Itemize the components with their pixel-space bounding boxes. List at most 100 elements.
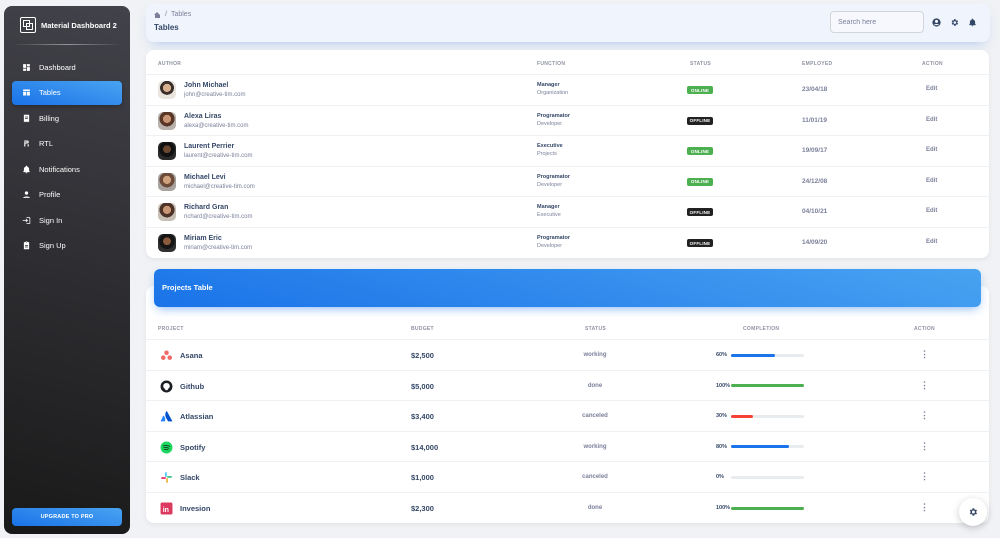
table-row: Atlassian $3,400 canceled 30% ⋮ <box>146 400 989 431</box>
completion-percent: 100% <box>716 382 731 389</box>
function-title: Programator <box>537 173 571 180</box>
project-name: Github <box>180 381 205 391</box>
github-icon <box>160 380 173 393</box>
table-row: Michael Levi michael@creative-tim.com Prog… <box>146 165 989 197</box>
completion-bar <box>731 414 804 418</box>
page-title: Tables <box>154 23 179 32</box>
account-icon[interactable] <box>932 18 941 27</box>
more-vert-icon[interactable]: ⋮ <box>920 471 929 482</box>
avatar <box>158 172 176 191</box>
edit-link[interactable]: Edit <box>926 86 938 92</box>
home-icon[interactable] <box>154 11 161 18</box>
project-status: working <box>583 352 607 358</box>
more-vert-icon[interactable]: ⋮ <box>920 349 929 359</box>
col-header-completion: COMPLETION <box>743 326 780 332</box>
upgrade-to-pro-button[interactable]: UPGRADE TO PRO <box>12 508 122 526</box>
status-badge: ONLINE <box>687 86 713 94</box>
logo-icon <box>20 17 36 33</box>
dashboard-icon <box>22 63 31 72</box>
gear-icon <box>969 508 977 516</box>
completion-bar <box>731 384 804 388</box>
sidebar-item-notifications[interactable]: Notifications <box>12 157 122 181</box>
spotify-icon <box>160 441 173 454</box>
table-row: John Michael john@creative-tim.com Manager… <box>146 74 989 105</box>
sidebar-item-label: Sign Up <box>39 241 66 250</box>
employed-date: 11/01/19 <box>802 116 827 124</box>
invision-icon: in <box>160 502 173 515</box>
author-email: laurent@creative-tim.com <box>184 153 253 160</box>
completion-bar-fill <box>731 445 790 449</box>
status-badge: OFFLINE <box>687 116 713 125</box>
projects-table-header: Projects Table <box>154 269 981 307</box>
slack-icon <box>160 471 173 484</box>
sidebar-item-label: Dashboard <box>39 62 76 72</box>
project-budget: $2,500 <box>411 351 434 360</box>
table-row: Asana $2,500 working 60% ⋮ <box>146 339 989 370</box>
author-name: Michael Levi <box>184 173 226 181</box>
more-vert-icon[interactable]: ⋮ <box>920 410 929 421</box>
avatar <box>158 142 176 161</box>
edit-link[interactable]: Edit <box>926 208 938 215</box>
table-row: Github $5,000 done 100% ⋮ <box>146 369 989 401</box>
completion-bar-fill <box>731 506 804 510</box>
project-budget: $5,000 <box>411 381 434 391</box>
table-row: Richard Gran richard@creative-tim.com Mana… <box>146 196 989 227</box>
author-email: alexa@creative-tim.com <box>184 122 249 129</box>
edit-link[interactable]: Edit <box>926 177 938 184</box>
author-name: John Michael <box>184 82 229 89</box>
more-vert-icon[interactable]: ⋮ <box>920 379 929 390</box>
project-name: Slack <box>180 473 200 483</box>
author-name: Laurent Perrier <box>184 143 235 151</box>
col-header-author: AUTHOR <box>158 61 182 67</box>
edit-link[interactable]: Edit <box>926 116 938 123</box>
function-title: Programator <box>537 112 571 119</box>
assignment-icon <box>22 241 31 250</box>
floating-settings-button[interactable] <box>959 498 987 526</box>
more-vert-icon[interactable]: ⋮ <box>920 440 929 451</box>
sidebar-item-sign-up[interactable]: Sign Up <box>12 234 122 258</box>
edit-link[interactable]: Edit <box>926 147 938 154</box>
sidebar-item-rtl[interactable]: RTL <box>12 132 122 156</box>
project-status: done <box>587 505 603 511</box>
projects-table-title: Projects Table <box>162 283 213 292</box>
gear-icon[interactable] <box>950 18 959 27</box>
format-align-icon <box>22 139 31 148</box>
sidebar-item-label: Tables <box>39 88 61 97</box>
col-header-project: PROJECT <box>158 326 184 332</box>
top-navbar: / Tables Tables <box>146 4 990 42</box>
sidebar-item-label: Billing <box>39 113 60 123</box>
atlassian-icon <box>160 410 173 423</box>
completion-percent: 100% <box>716 505 731 511</box>
completion-bar <box>731 475 804 479</box>
col-header-status: STATUS <box>690 61 712 67</box>
projects-table-card: Projects Table PROJECT BUDGET STATUS COM… <box>146 269 989 523</box>
sidebar-item-billing[interactable]: Billing <box>12 106 122 130</box>
person-icon <box>22 190 31 199</box>
employed-date: 14/09/20 <box>802 239 828 246</box>
sidebar-divider <box>12 44 122 45</box>
function-org: Projects <box>537 151 557 158</box>
employed-date: 23/04/18 <box>802 86 828 93</box>
brand[interactable]: Material Dashboard 2 <box>4 6 130 44</box>
sidebar-item-label: Notifications <box>39 164 80 174</box>
project-status: canceled <box>582 413 608 420</box>
sidebar-item-label: Profile <box>39 190 61 199</box>
bell-icon[interactable] <box>968 18 977 27</box>
sidebar-item-profile[interactable]: Profile <box>12 183 122 207</box>
sidebar-item-label: RTL <box>39 139 54 148</box>
edit-link[interactable]: Edit <box>926 239 938 245</box>
more-vert-icon[interactable]: ⋮ <box>920 502 929 512</box>
breadcrumb-separator: / <box>165 11 167 18</box>
avatar <box>158 234 176 252</box>
function-org: Developer <box>537 181 563 188</box>
sidebar-item-dashboard[interactable]: Dashboard <box>12 55 122 79</box>
completion-percent: 0% <box>716 474 724 481</box>
sidebar-item-sign-in[interactable]: Sign In <box>12 208 122 232</box>
sidebar-item-tables[interactable]: Tables <box>12 80 122 105</box>
function-org: Developer <box>537 120 563 127</box>
function-title: Programator <box>537 235 571 241</box>
completion-bar <box>731 506 804 510</box>
search-input[interactable] <box>830 11 924 33</box>
function-org: Organization <box>537 90 569 96</box>
table-row: Alexa Liras alexa@creative-tim.com Program… <box>146 104 989 136</box>
